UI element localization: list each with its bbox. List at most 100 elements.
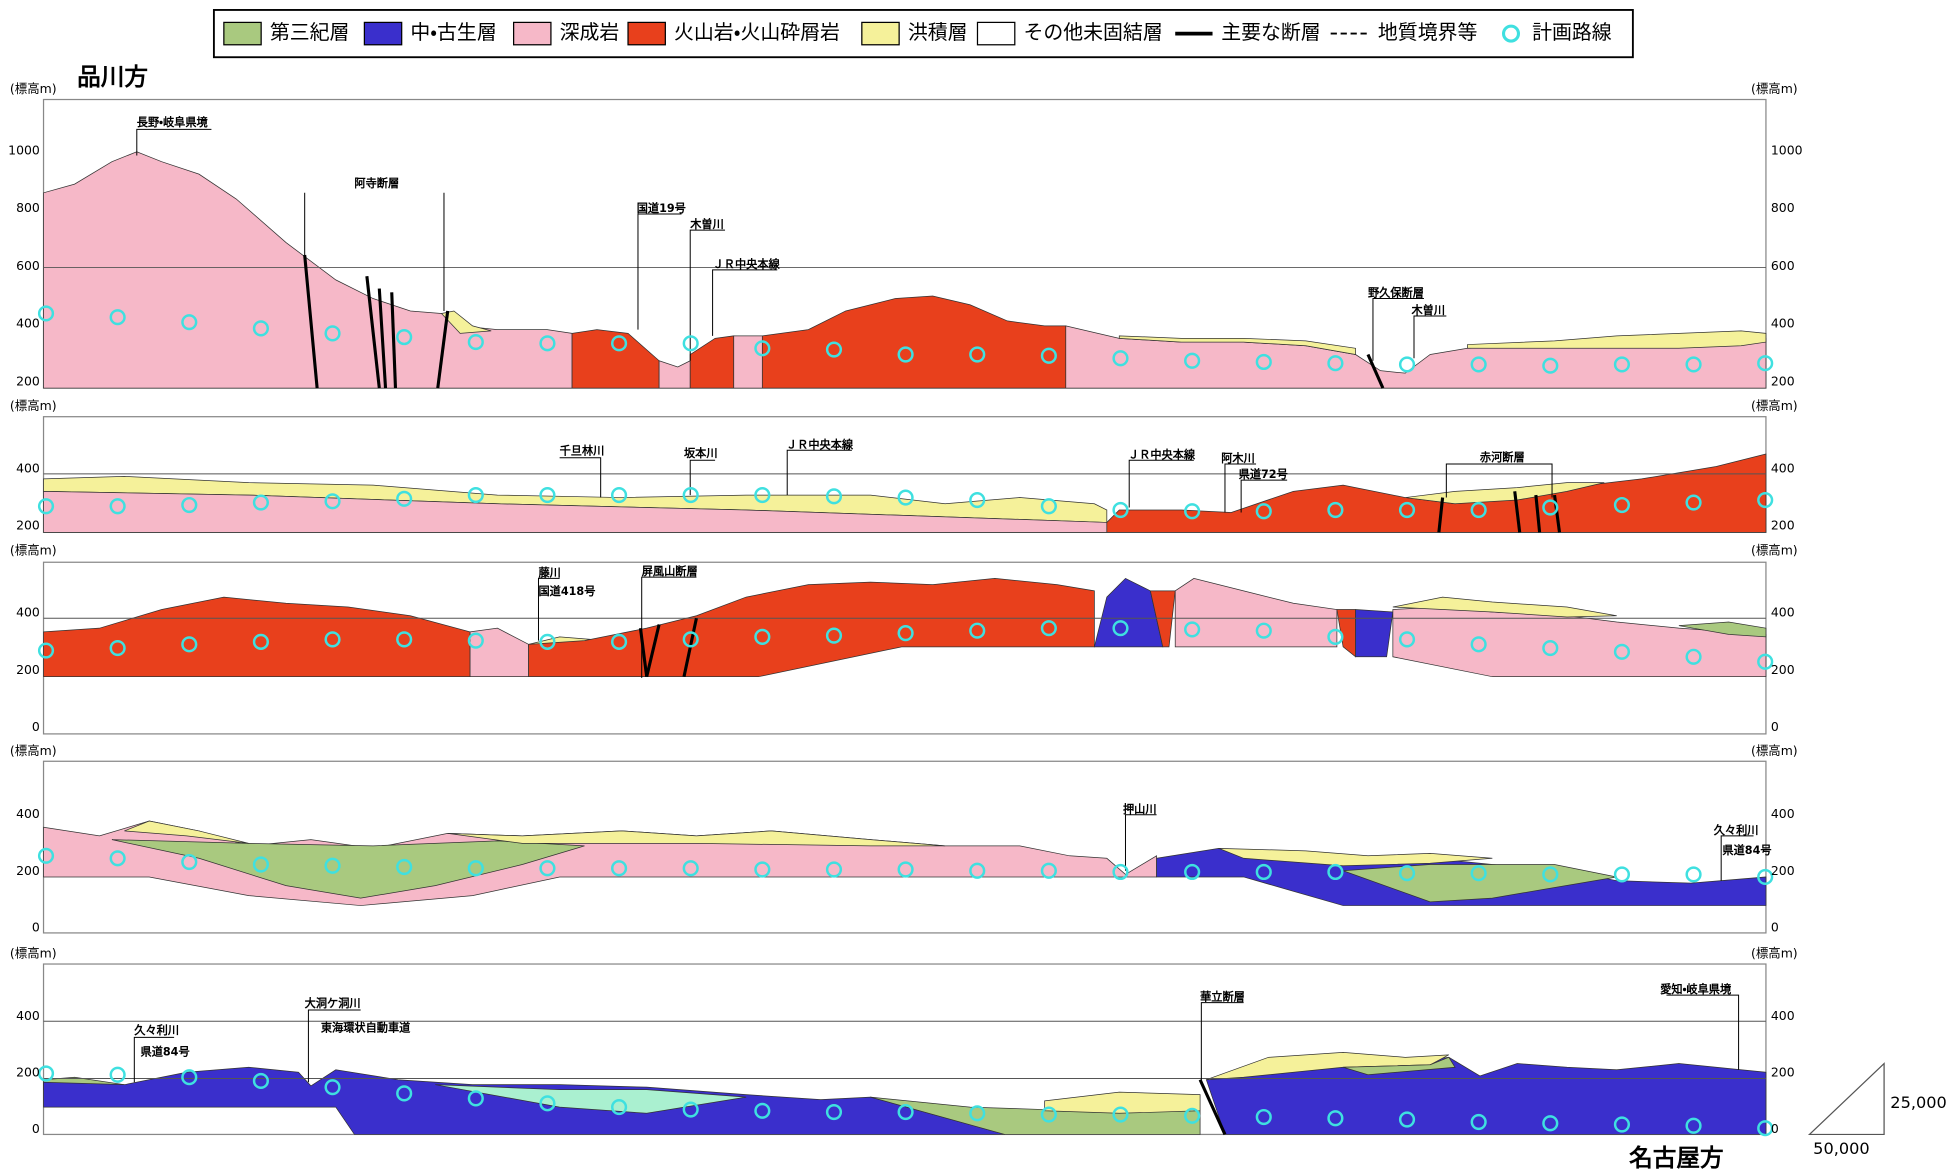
panel-4: 押山川 久々利川 県道84号 — [44, 761, 1772, 933]
location-label: 華立断層 — [1200, 990, 1245, 1004]
location-label: 県道84号 — [1722, 843, 1771, 857]
location-label: 阿寺断層 — [354, 176, 399, 190]
route-point — [1400, 358, 1414, 372]
y-tick-label: 400 — [1771, 806, 1795, 821]
y-tick-label: 400 — [16, 316, 40, 331]
y-tick-label: 600 — [1771, 258, 1795, 273]
location-label: 木曽川 — [689, 217, 724, 231]
page: geological section {"legend":{"items":["… — [0, 0, 1950, 1173]
paleozoic-layer — [1094, 578, 1162, 646]
location-label: 阿木川 — [1221, 451, 1255, 465]
y-tick-label: 200 — [16, 863, 40, 878]
y-tick-label: 400 — [1771, 460, 1795, 475]
axis-label: (標高m) — [1751, 398, 1798, 413]
y-tick-label: 400 — [1771, 316, 1795, 331]
plutonic-rock — [1175, 578, 1337, 646]
location-label: 押山川 — [1123, 802, 1157, 816]
volcanic-rock — [529, 578, 1095, 676]
panel-1: 長野・岐阜県境 阿寺断層 国道19号 木曽川 ＪＲ中央本線 野久保断層 木曽川 — [44, 100, 1766, 389]
legend-text: 計画路線 — [1532, 21, 1612, 44]
leader-line — [134, 995, 1738, 1082]
diluvium-layer — [448, 831, 945, 846]
legend-text: その他未固結層 — [1024, 21, 1163, 44]
route-point — [1687, 868, 1701, 882]
y-tick-label: 800 — [16, 200, 40, 215]
axis-label: (標高m) — [10, 743, 57, 758]
y-tick-label: 400 — [1771, 605, 1795, 620]
shape — [1809, 1064, 1884, 1135]
volcanic-rock — [1107, 454, 1766, 532]
location-label: ＪＲ中央本線 — [786, 437, 854, 451]
y-tick-label: 1000 — [8, 143, 40, 158]
panel-3: 藤川 国道418号 屏風山断層 — [44, 562, 1766, 734]
volcanic-rock — [628, 22, 665, 44]
tertiary-layer — [224, 22, 261, 44]
location-label: 国道19号 — [637, 201, 686, 215]
panel-2: 千旦林川 坂本川 ＪＲ中央本線 ＪＲ中央本線 阿木川 県道72号 赤河断層 — [44, 417, 1766, 533]
location-label: 県道84号 — [141, 1044, 190, 1058]
location-label: 大洞ケ洞川 — [305, 996, 361, 1010]
shape — [977, 22, 1014, 44]
location-label: 東海環状自動車道 — [321, 1021, 411, 1035]
end-direction: 名古屋方 — [1628, 1144, 1723, 1172]
legend-text: 深成岩 — [560, 21, 620, 44]
axis-label: (標高m) — [1751, 81, 1798, 96]
route-point — [111, 1068, 125, 1082]
axis-label: (標高m) — [10, 81, 57, 96]
plutonic-rock — [44, 152, 573, 388]
plutonic-rock — [1393, 607, 1766, 677]
location-label: 屏風山断層 — [642, 564, 698, 578]
y-tick-label: 200 — [1771, 373, 1795, 388]
y-tick-label: 200 — [1771, 863, 1795, 878]
axis-label: (標高m) — [1751, 543, 1798, 558]
y-tick-label: 1000 — [1771, 143, 1803, 158]
legend-text: 中・古生層 — [410, 21, 496, 44]
y-tick-label: 200 — [16, 1064, 40, 1079]
paleozoic-layer — [1356, 610, 1393, 657]
paleozoic-layer — [364, 22, 401, 44]
diluvium-layer — [862, 22, 899, 44]
y-tick-label: 0 — [1771, 919, 1779, 934]
y-tick-label: 200 — [16, 518, 40, 533]
legend-text: 主要な断層 — [1221, 21, 1320, 44]
axis-label: (標高m) — [10, 398, 57, 413]
legend-text: 地質境界等 — [1378, 21, 1478, 44]
location-label: 野久保断層 — [1368, 286, 1424, 300]
start-direction: 品川方 — [77, 63, 148, 91]
y-tick-label: 800 — [1771, 200, 1795, 215]
location-label: ＪＲ中央本線 — [1128, 447, 1196, 461]
body: 第三紀層 中・古生層 深成岩 火山岩・火山砕屑岩 洪積層 その他未固結層 主要な… — [0, 0, 1950, 1173]
y-tick-label: 400 — [16, 460, 40, 475]
plutonic-rock — [514, 22, 551, 44]
axis-label: (標高m) — [1751, 743, 1798, 758]
axis-label: (標高m) — [10, 946, 57, 961]
location-label: 赤河断層 — [1479, 450, 1525, 464]
location-label: 長野・岐阜県境 — [137, 115, 209, 129]
y-tick-label: 0 — [32, 719, 40, 734]
planned-route — [39, 307, 1772, 1135]
y-tick-label: 200 — [1771, 1064, 1795, 1079]
location-label: 木曽川 — [1411, 303, 1446, 317]
y-tick-label: 200 — [16, 373, 40, 388]
location-label: 県道72号 — [1239, 467, 1288, 481]
panel-5: 久々利川 県道84号 大洞ケ洞川 東海環状自動車道 華立断層 愛知・岐阜県境 — [44, 964, 1766, 1134]
axis-label: (標高m) — [1751, 946, 1798, 961]
y-tick-label: 0 — [32, 1121, 40, 1136]
y-tick-label: 200 — [1771, 518, 1795, 533]
legend-text: 火山岩・火山砕屑岩 — [674, 21, 840, 44]
y-tick-label: 0 — [1771, 719, 1779, 734]
location-label: 久々利川 — [133, 1023, 179, 1037]
location-label: ＪＲ中央本線 — [713, 257, 781, 271]
y-tick-label: 400 — [16, 806, 40, 821]
plutonic-rock — [659, 361, 690, 388]
y-tick-label: 400 — [1771, 1008, 1795, 1023]
y-tick-label: 200 — [16, 662, 40, 677]
location-label: 坂本川 — [684, 446, 718, 460]
legend-text: 洪積層 — [908, 21, 968, 44]
location-label: 久々利川 — [1713, 823, 1759, 837]
y-tick-label: 400 — [16, 605, 40, 620]
location-label: 千旦林川 — [560, 444, 605, 458]
legend-text: 第三紀層 — [270, 21, 350, 44]
y-tick-label: 600 — [16, 258, 40, 273]
diluvium-layer — [1045, 1092, 1200, 1113]
